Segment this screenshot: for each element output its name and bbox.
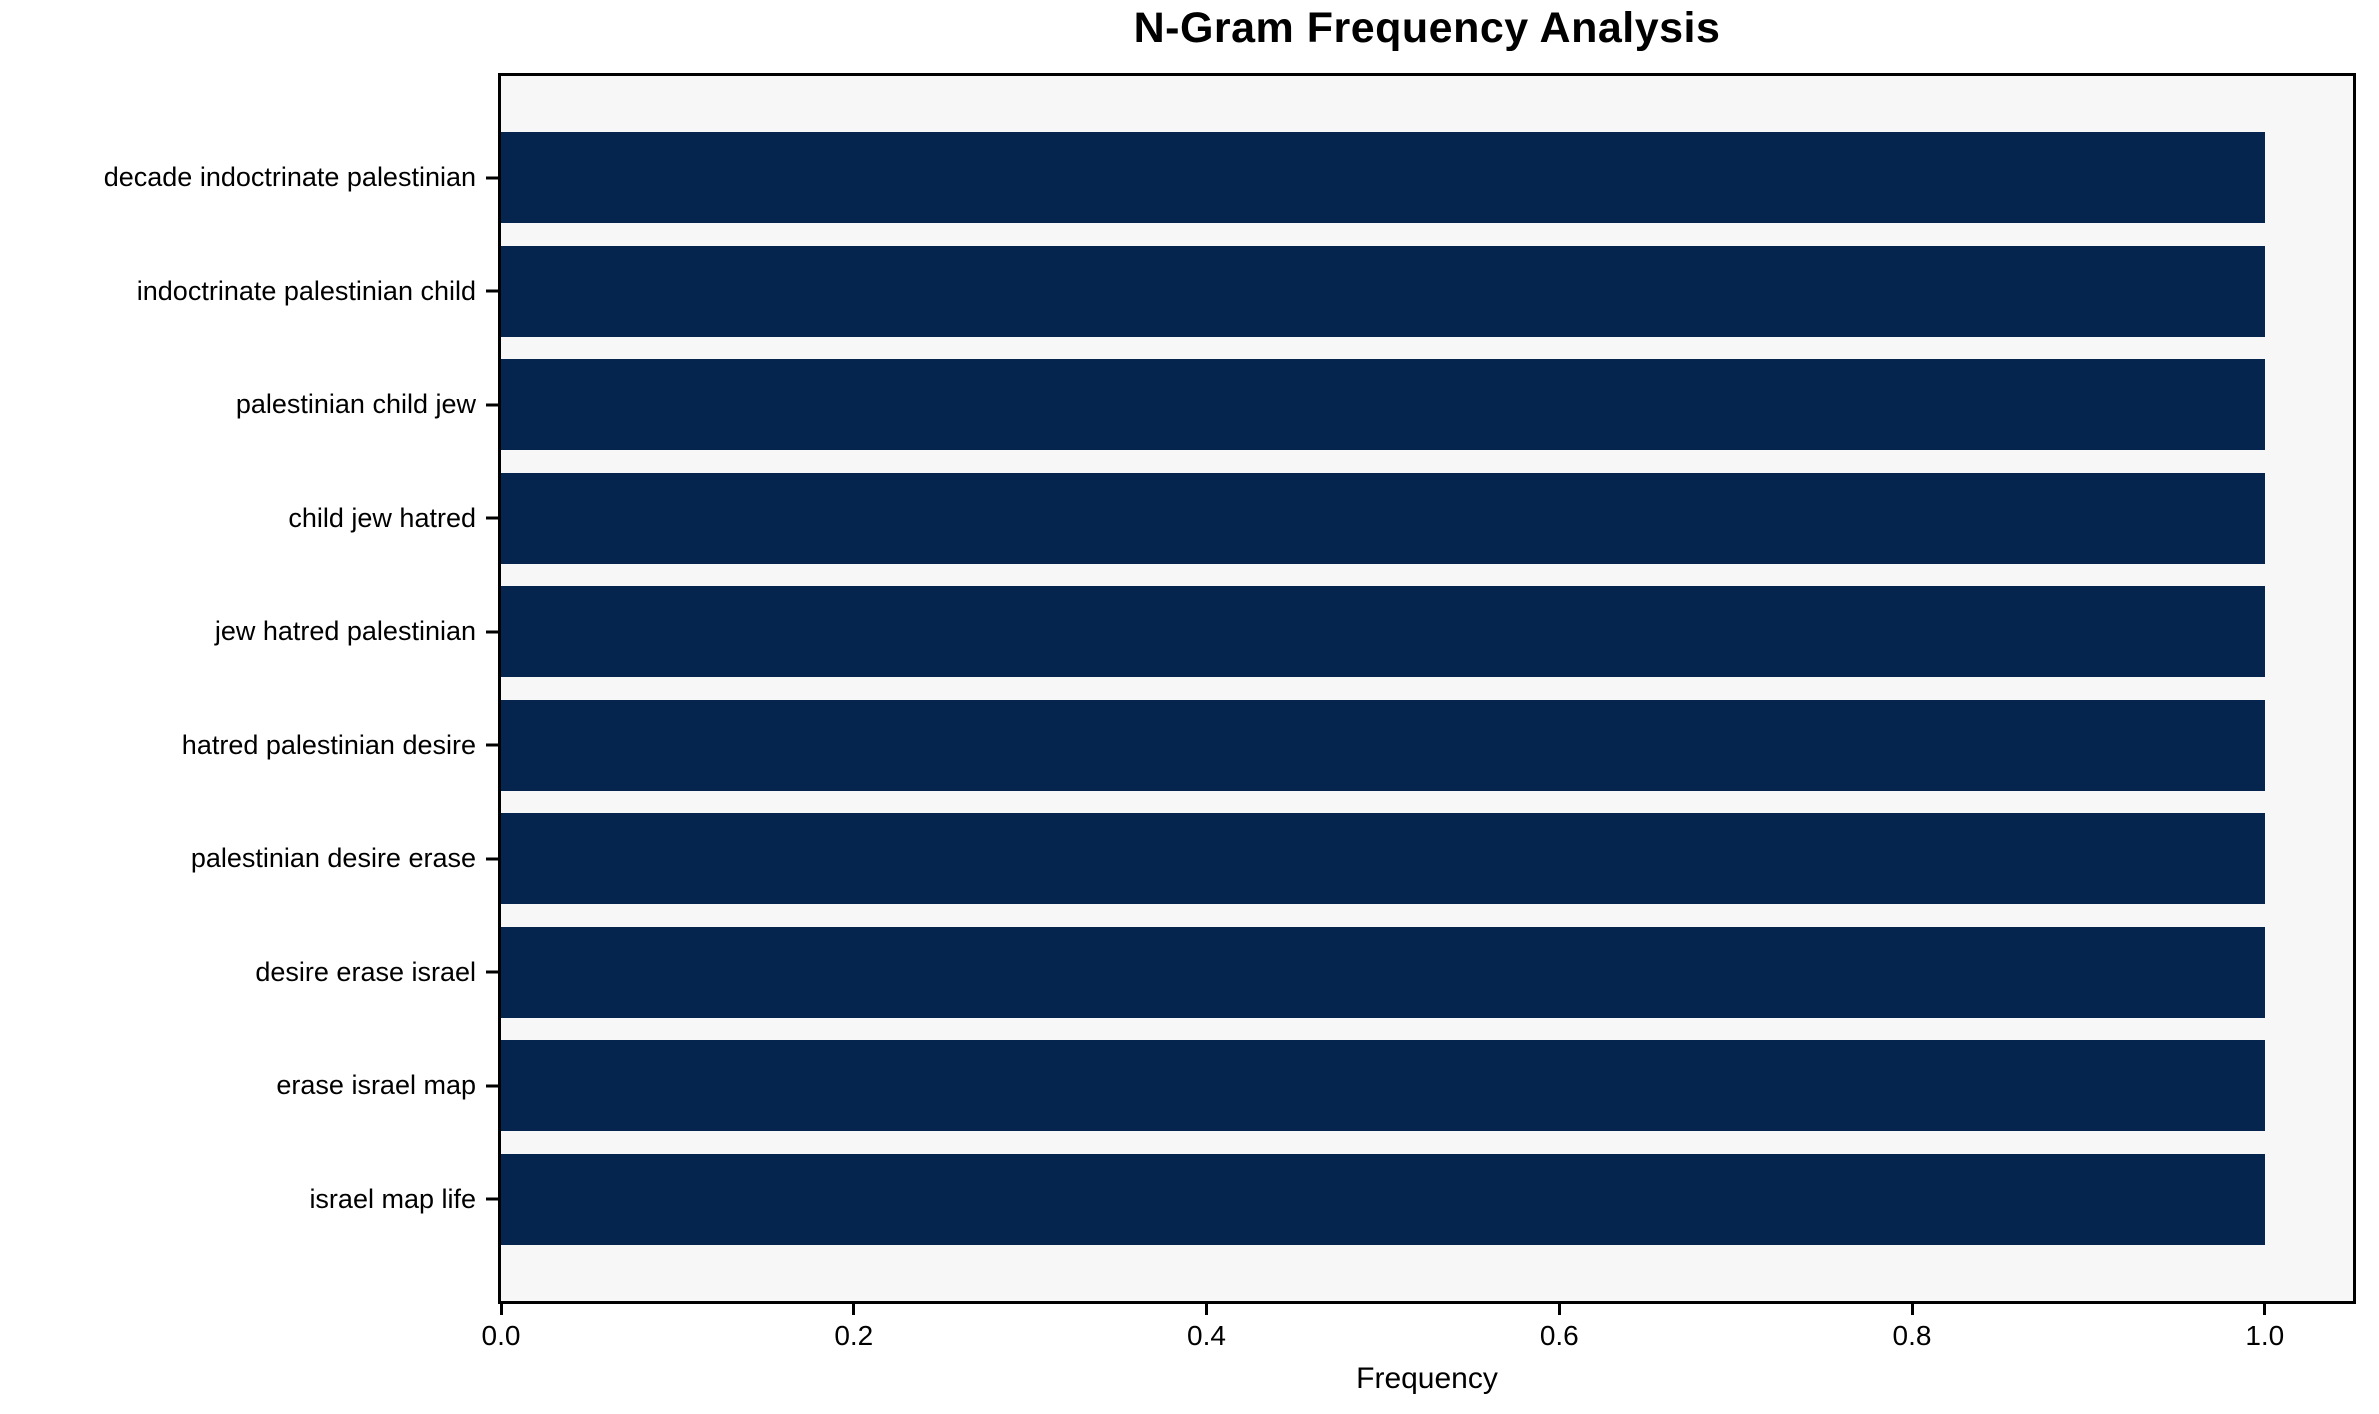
bar	[501, 813, 2265, 905]
y-tick-label: palestinian desire erase	[190, 843, 476, 874]
x-tick-mark	[852, 1302, 856, 1315]
x-tick-mark	[499, 1302, 503, 1315]
plot-area	[498, 73, 2356, 1304]
bar	[501, 472, 2265, 564]
chart-title: N-Gram Frequency Analysis	[1133, 4, 1721, 52]
y-tick-label: jew hatred palestinian	[214, 616, 476, 647]
bar	[501, 132, 2265, 223]
bar	[501, 586, 2265, 678]
bar	[501, 699, 2265, 791]
x-tick-mark	[2263, 1302, 2267, 1315]
y-tick-mark	[486, 289, 498, 293]
x-tick-label: 0.0	[481, 1320, 521, 1351]
y-tick-mark	[486, 857, 498, 861]
bar	[501, 245, 2265, 337]
bar	[501, 1040, 2265, 1132]
x-tick-mark	[1205, 1302, 1208, 1315]
y-tick-mark	[486, 970, 498, 974]
y-tick-mark	[486, 176, 498, 179]
y-tick-label: indoctrinate palestinian child	[136, 275, 476, 306]
x-tick-mark	[1910, 1302, 1914, 1315]
x-tick-label: 0.8	[1892, 1320, 1932, 1351]
y-tick-mark	[486, 403, 498, 407]
x-tick-label: 1.0	[2245, 1320, 2285, 1351]
y-axis: decade indoctrinate palestinian indoctrin…	[0, 73, 498, 1304]
y-tick-label-row: erase israel map	[0, 1040, 498, 1131]
y-tick-label: israel map life	[309, 1183, 476, 1214]
y-tick-label: erase israel map	[276, 1070, 476, 1101]
y-tick-mark	[486, 1197, 498, 1201]
y-tick-label-row: israel map life	[0, 1154, 498, 1245]
bar	[501, 359, 2265, 451]
y-tick-mark	[486, 630, 498, 634]
y-tick-mark	[486, 516, 498, 520]
y-tick-label: palestinian child jew	[235, 389, 476, 420]
y-tick-label-row: indoctrinate palestinian child	[0, 246, 498, 337]
x-tick-label: 0.6	[1539, 1320, 1579, 1351]
y-tick-label-row: child jew hatred	[0, 473, 498, 564]
x-axis-label: Frequency	[1356, 1362, 1498, 1395]
y-tick-label-row: hatred palestinian desire	[0, 700, 498, 791]
bar	[501, 926, 2265, 1018]
bar	[501, 1153, 2265, 1245]
y-tick-label-row: jew hatred palestinian	[0, 586, 498, 677]
x-tick-mark	[1557, 1302, 1561, 1315]
y-tick-label: child jew hatred	[288, 502, 476, 533]
y-tick-mark	[486, 1084, 498, 1088]
y-tick-label: desire erase israel	[255, 956, 476, 987]
y-tick-label-row: palestinian child jew	[0, 359, 498, 450]
x-tick-label: 0.2	[834, 1320, 874, 1351]
y-tick-label: hatred palestinian desire	[181, 729, 476, 760]
y-tick-label-row: decade indoctrinate palestinian	[0, 132, 498, 223]
y-tick-mark	[486, 743, 498, 747]
y-tick-label-row: desire erase israel	[0, 927, 498, 1018]
x-tick-label: 0.4	[1187, 1320, 1226, 1351]
y-tick-label-row: palestinian desire erase	[0, 813, 498, 904]
y-tick-label: decade indoctrinate palestinian	[103, 162, 476, 192]
